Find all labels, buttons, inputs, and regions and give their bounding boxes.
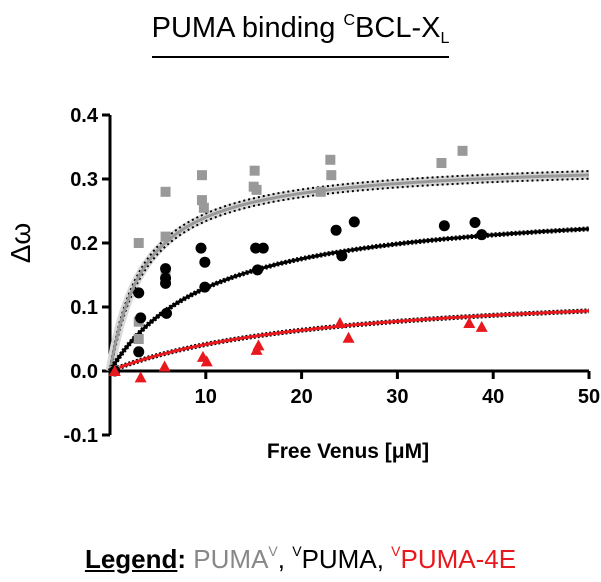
square-marker (133, 334, 144, 344)
triangle-marker (134, 371, 147, 383)
circle-marker (199, 281, 211, 293)
circle-marker (252, 264, 264, 276)
y-tick-label: -0.1 (64, 425, 98, 447)
circle-marker (438, 220, 450, 232)
data-points (108, 145, 488, 383)
legend-item: VPUMA (292, 543, 377, 574)
square-marker (160, 186, 171, 197)
x-tick-label: 20 (290, 386, 312, 408)
square-marker (457, 145, 468, 156)
legend: Legend: PUMAV, VPUMA, VPUMA-4E (0, 543, 601, 575)
triangle-marker (463, 317, 476, 328)
square-marker (196, 195, 207, 206)
confidence-lower (109, 177, 590, 375)
fit-curve (109, 309, 590, 373)
square-marker (436, 158, 447, 168)
square-marker (249, 165, 260, 176)
title-protein: BCL-X (355, 12, 441, 44)
fit-curves (105, 170, 590, 375)
legend-items: PUMAV, VPUMA, VPUMA-4E (193, 543, 517, 574)
triangle-marker (475, 320, 488, 332)
legend-label: Legend (84, 544, 178, 574)
circle-marker (133, 287, 145, 299)
circle-marker (469, 217, 481, 229)
chart-title: PUMA binding CBCL-XL (0, 4, 601, 58)
x-tick-label: 40 (482, 386, 504, 408)
square-marker (251, 184, 262, 195)
circle-marker (336, 250, 348, 262)
y-tick-label: 0.4 (70, 105, 99, 127)
legend-item: VPUMA-4E (391, 543, 517, 574)
square-marker (315, 186, 326, 197)
circle-marker (348, 216, 360, 228)
circle-marker (250, 242, 262, 254)
binding-chart: -0.1 0.0 0.1 0.2 0.3 0.4 10 20 30 40 50 Free Venus … (5, 105, 600, 463)
title-subscript: L (440, 30, 450, 47)
x-axis-label: Free Venus [μM] (267, 440, 429, 463)
legend-colon: : (177, 544, 187, 574)
circle-marker (476, 229, 488, 241)
square-marker (198, 202, 209, 213)
y-tick-label: 0.3 (70, 169, 98, 191)
y-tick-label: 0.2 (70, 233, 98, 255)
triangle-marker (252, 339, 265, 351)
circle-marker (161, 307, 173, 319)
triangle-marker (333, 317, 346, 328)
circle-marker (160, 277, 172, 289)
triangle-marker (108, 365, 121, 376)
y-tick-label: 0.1 (70, 297, 98, 319)
triangle-marker (342, 331, 355, 343)
square-marker (196, 170, 207, 181)
title-main: PUMA binding (151, 12, 344, 44)
fit-curve (108, 227, 590, 372)
triangle-marker (158, 360, 171, 372)
circle-marker (135, 312, 147, 324)
square-marker (326, 170, 337, 181)
y-axis-label: Δω (5, 223, 36, 264)
y-tick-label: 0.0 (70, 361, 98, 383)
circle-marker (257, 242, 269, 254)
circle-marker (160, 263, 172, 275)
triangle-marker (200, 355, 213, 367)
x-tick-label: 50 (578, 386, 600, 408)
x-tick-label: 10 (195, 386, 217, 408)
square-marker (160, 231, 171, 242)
square-marker (325, 154, 336, 165)
circle-marker (330, 224, 342, 236)
legend-item: PUMAV (193, 543, 278, 574)
title-superscript: C (343, 12, 356, 29)
fit-curve (108, 173, 590, 372)
circle-marker (195, 242, 207, 254)
axes: -0.1 0.0 0.1 0.2 0.3 0.4 10 20 30 40 50 Free Venus … (5, 105, 600, 463)
x-tick-label: 30 (386, 386, 408, 408)
circle-marker (133, 346, 145, 358)
circle-marker (199, 256, 211, 268)
square-marker (133, 238, 144, 248)
